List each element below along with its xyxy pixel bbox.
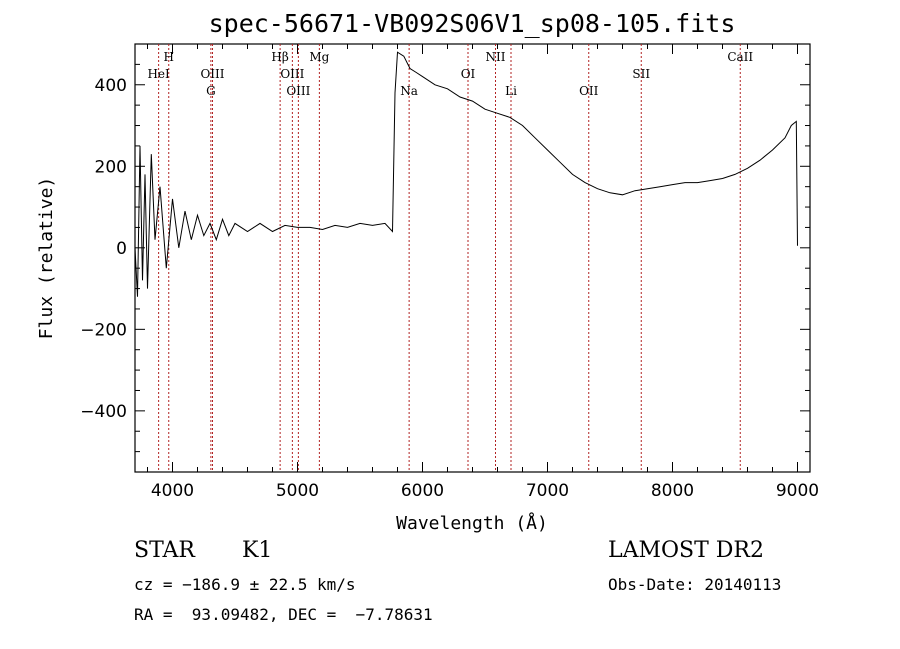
spectrum-series-line	[134, 51, 798, 297]
spectral-line-label: OIII	[200, 67, 224, 81]
x-tick-label: 4000	[151, 481, 194, 501]
spectral-line-label: Mg	[309, 50, 329, 64]
spectral-line-label: NII	[486, 50, 506, 64]
plot-frame	[134, 43, 811, 473]
y-axis-ticks: −400 −200 0 200 400	[80, 43, 810, 453]
y-tick-label: 200	[95, 157, 127, 177]
spectral-line-markers: HeI H OIII G Hβ OIII OIII Mg Na OI NII Li OII SII CaII	[147, 44, 753, 472]
x-tick-label: 5000	[276, 481, 319, 501]
observation-date: Obs-Date: 20140113	[608, 575, 782, 594]
y-tick-label: −200	[80, 320, 127, 340]
spectral-line-label: G	[206, 84, 216, 98]
x-tick-label: 9000	[776, 481, 819, 501]
spectral-line-label: HeI	[147, 67, 170, 81]
y-tick-label: 0	[116, 239, 127, 259]
redshift-velocity: cz = −186.9 ± 22.5 km/s	[134, 575, 356, 594]
spectral-line-label: SII	[632, 67, 650, 81]
spectral-line-label: OIII	[286, 84, 310, 98]
x-tick-label: 7000	[526, 481, 569, 501]
spectral-line-label: OI	[461, 67, 476, 81]
spectral-line-label: OIII	[280, 67, 304, 81]
survey-name: LAMOST DR2	[608, 538, 764, 563]
object-class: STAR	[134, 538, 195, 563]
x-axis-ticks: 4000 5000 6000 7000 8000 9000	[147, 44, 819, 501]
chart-title: spec-56671-VB092S06V1_sp08-105.fits	[209, 9, 736, 38]
x-axis-label: Wavelength (Å)	[396, 512, 548, 534]
spectral-line-label: CaII	[727, 50, 753, 64]
y-tick-label: −400	[80, 402, 127, 422]
spectral-line-label: Li	[505, 84, 517, 98]
spectral-line-label: H	[164, 50, 174, 64]
object-subclass: K1	[242, 538, 273, 563]
x-tick-label: 8000	[651, 481, 694, 501]
spectral-line-label: Hβ	[271, 50, 288, 64]
y-tick-label: 400	[95, 76, 127, 96]
x-tick-label: 6000	[401, 481, 444, 501]
y-axis-label: Flux (relative)	[36, 177, 57, 340]
ra-dec-coordinates: RA = 93.09482, DEC = −7.78631	[134, 605, 433, 624]
spectral-line-label: Na	[400, 84, 418, 98]
spectral-line-label: OII	[579, 84, 599, 98]
